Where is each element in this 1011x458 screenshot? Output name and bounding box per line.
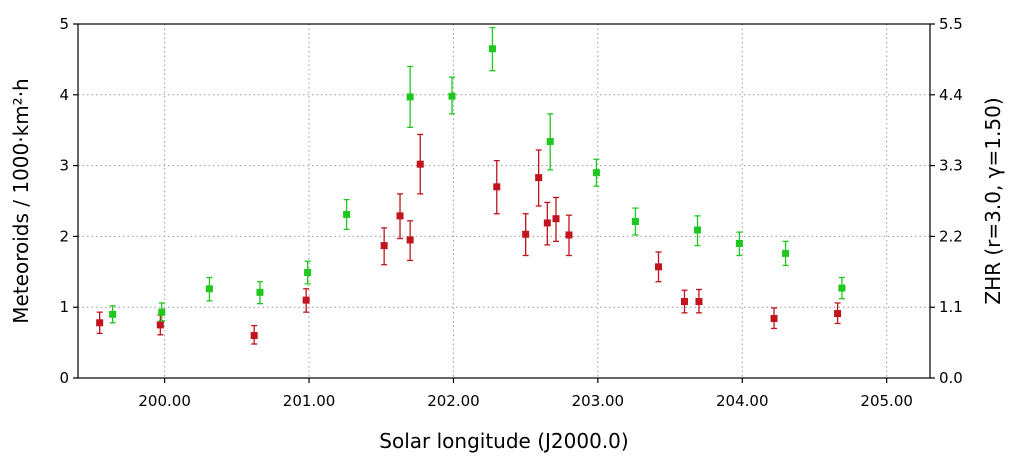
data-point (546, 138, 554, 146)
y-tick-label: 2 (59, 227, 69, 245)
y2-tick-label: 3.3 (939, 157, 963, 175)
data-point (695, 298, 703, 306)
data-point (380, 242, 388, 250)
y-tick-label: 0 (59, 369, 69, 387)
data-point (488, 45, 496, 53)
data-point (396, 212, 404, 220)
data-point (406, 93, 414, 101)
data-point (770, 315, 778, 323)
x-tick-label: 203.00 (572, 392, 625, 410)
x-tick-label: 204.00 (716, 392, 769, 410)
data-point (681, 298, 689, 306)
data-point (109, 310, 117, 318)
data-point (156, 321, 164, 329)
x-tick-label: 202.00 (427, 392, 480, 410)
data-point (416, 160, 424, 168)
grid-lines (78, 24, 930, 378)
data-point (250, 332, 258, 340)
error-bars (96, 26, 845, 345)
data-point (782, 249, 790, 257)
data-point (552, 215, 560, 223)
y2-tick-label: 5.5 (939, 15, 963, 33)
data-point (834, 310, 842, 318)
y-tick-label: 1 (59, 298, 69, 316)
data-point (565, 231, 573, 239)
plot-frame (77, 23, 931, 379)
y2-tick-label: 1.1 (939, 298, 963, 316)
data-point (592, 169, 600, 177)
y-tick-label: 5 (59, 15, 69, 33)
data-point (535, 174, 543, 182)
axis-ticks: 200.00 201.00 202.00 203.00 204.00 205.00 0 1 2 3… (59, 15, 962, 410)
x-tick-label: 200.00 (138, 392, 191, 410)
data-point (543, 219, 551, 227)
y2-axis-label: ZHR (r=3.0, γ=1.50) (981, 97, 1005, 304)
data-point (343, 210, 351, 218)
x-tick-label: 201.00 (283, 392, 336, 410)
data-point (493, 183, 501, 191)
y-tick-label: 4 (59, 86, 69, 104)
x-axis-label: Solar longitude (J2000.0) (379, 429, 628, 453)
data-point (158, 308, 166, 316)
data-point (256, 288, 264, 296)
data-point (735, 239, 743, 247)
data-point (406, 236, 414, 244)
data-point (96, 319, 104, 327)
data-point (522, 230, 530, 238)
data-point (302, 296, 310, 304)
y2-tick-label: 2.2 (939, 227, 963, 245)
y2-tick-label: 0.0 (939, 369, 963, 387)
data-point (631, 218, 639, 226)
data-point (205, 285, 213, 293)
data-points (96, 45, 846, 340)
data-point (838, 284, 846, 292)
x-tick-label: 205.00 (860, 392, 913, 410)
data-point (694, 226, 702, 234)
y-axis-label: Meteoroids / 1000·km²·h (9, 78, 33, 323)
y-tick-label: 3 (59, 157, 69, 175)
y2-tick-label: 4.4 (939, 86, 963, 104)
data-point (655, 263, 663, 271)
data-point (448, 92, 456, 100)
data-point (304, 269, 312, 277)
